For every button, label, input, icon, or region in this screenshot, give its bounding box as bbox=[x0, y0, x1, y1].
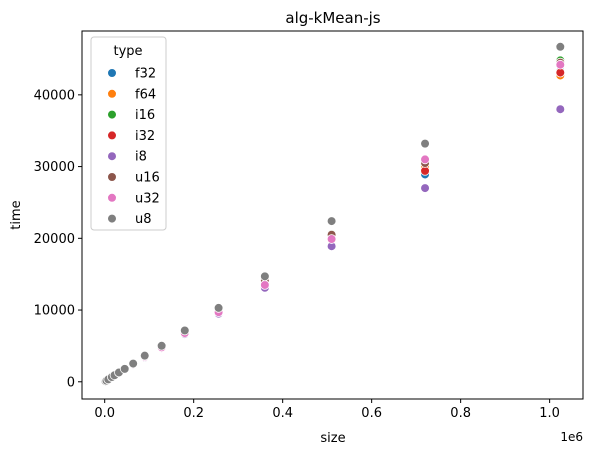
legend-marker-u8 bbox=[107, 213, 117, 224]
legend-label-u32: u32 bbox=[135, 191, 160, 206]
x-tick-label: 0.8 bbox=[450, 406, 471, 421]
legend-title: type bbox=[113, 44, 142, 59]
plot-frame bbox=[81, 30, 584, 400]
data-point-u32 bbox=[420, 154, 430, 165]
data-point-i32 bbox=[420, 166, 430, 176]
chart-title: alg-kMean-js bbox=[285, 9, 380, 27]
axes: 0.0 0.2 0.4 0.6 0.8 1.0 0 10000 20000 30000 40000 bbox=[34, 88, 560, 421]
x-tick-label: 0.0 bbox=[94, 406, 115, 421]
legend-marker-i16 bbox=[107, 109, 117, 120]
data-point-i8 bbox=[420, 183, 430, 193]
data-point-u8 bbox=[260, 271, 270, 282]
legend-marker-f32 bbox=[107, 68, 117, 78]
legend: type f32 f64 i16 i32 i8 u16 u32 u8 bbox=[90, 36, 167, 231]
x-tick-label: 1.0 bbox=[539, 406, 560, 421]
y-tick-label: 10000 bbox=[34, 304, 75, 319]
x-tick-label: 0.6 bbox=[361, 406, 382, 421]
legend-marker-f64 bbox=[107, 89, 117, 99]
data-points bbox=[100, 41, 566, 387]
x-axis-label: size bbox=[320, 431, 345, 446]
x-tick-label: 0.2 bbox=[183, 406, 204, 421]
data-point-u8 bbox=[420, 138, 430, 149]
data-point-i8 bbox=[555, 104, 566, 114]
legend-label-f64: f64 bbox=[135, 87, 156, 102]
legend-label-i32: i32 bbox=[135, 129, 155, 144]
y-tick-label: 20000 bbox=[34, 232, 75, 247]
legend-marker-i8 bbox=[107, 151, 117, 162]
data-point-u8 bbox=[139, 350, 150, 361]
legend-marker-u16 bbox=[107, 172, 117, 182]
data-point-u32 bbox=[260, 280, 270, 290]
legend-marker-i32 bbox=[107, 130, 117, 141]
legend-label-i16: i16 bbox=[135, 108, 155, 123]
data-point-u8 bbox=[156, 340, 167, 351]
data-point-u8 bbox=[213, 303, 224, 313]
legend-items: f32 f64 i16 i32 i8 u16 u32 u8 bbox=[107, 67, 160, 227]
data-point-i32 bbox=[555, 67, 566, 78]
legend-label-f32: f32 bbox=[135, 67, 156, 82]
data-point-u8 bbox=[326, 216, 337, 226]
data-point-u32 bbox=[326, 234, 337, 244]
legend-label-u8: u8 bbox=[135, 212, 152, 227]
legend-label-i8: i8 bbox=[135, 150, 147, 165]
legend-label-u16: u16 bbox=[135, 171, 160, 186]
legend-box bbox=[90, 36, 167, 231]
y-tick-label: 30000 bbox=[34, 160, 75, 175]
x-tick-label: 0.4 bbox=[272, 406, 293, 421]
data-point-u8 bbox=[555, 41, 566, 52]
data-point-u8 bbox=[119, 364, 130, 374]
data-point-u8 bbox=[179, 325, 190, 336]
legend-marker-u32 bbox=[107, 193, 117, 203]
data-point-u8 bbox=[128, 358, 138, 369]
y-axis-label: time bbox=[9, 200, 24, 229]
x-axis-offset-label: 1e6 bbox=[560, 430, 583, 444]
data-point-u32 bbox=[555, 59, 566, 70]
y-tick-label: 0 bbox=[67, 375, 75, 390]
y-tick-label: 40000 bbox=[34, 88, 75, 103]
